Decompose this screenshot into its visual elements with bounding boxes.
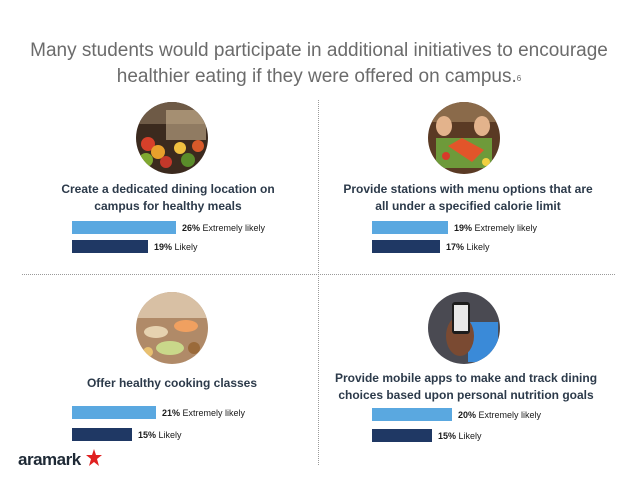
bar-likely	[372, 240, 440, 253]
bar-label: 26% Extremely likely	[182, 223, 266, 233]
horizontal-divider	[22, 274, 615, 275]
panel-title-1: Create a dedicated dining location on ca…	[61, 182, 275, 213]
page-title: Many students would participate in addit…	[0, 38, 638, 90]
bar-label: 17% Likely	[446, 242, 490, 252]
vertical-divider	[318, 100, 319, 465]
title-footnote: 6	[516, 74, 522, 83]
food-display-photo	[136, 102, 208, 174]
phone-app-photo	[428, 292, 500, 364]
bar-extremely-likely	[372, 221, 448, 234]
bar-extremely-likely	[72, 221, 176, 234]
title-text: Many students would participate in addit…	[30, 40, 608, 87]
bar-extremely-likely	[372, 408, 452, 421]
cooking-class-photo	[136, 292, 208, 364]
bar-label: 19% Likely	[154, 242, 198, 252]
aramark-logo: aramark	[18, 448, 103, 472]
bar-extremely-likely	[72, 406, 156, 419]
bar-likely	[72, 428, 132, 441]
bar-label: 21% Extremely likely	[162, 408, 246, 418]
bar-label: 20% Extremely likely	[458, 410, 542, 420]
logo-text: aramark	[18, 450, 81, 469]
bar-label: 15% Likely	[138, 430, 182, 440]
bar-label: 15% Likely	[438, 431, 482, 441]
bar-likely	[72, 240, 148, 253]
panel-title-3: Offer healthy cooking classes	[86, 376, 258, 390]
panel-title-2: Provide stations with menu options that …	[343, 182, 593, 213]
star-person-icon	[86, 449, 103, 466]
panel-title-4: Provide mobile apps to make and track di…	[334, 371, 598, 402]
bar-label: 19% Extremely likely	[454, 223, 538, 233]
salad-prep-photo	[428, 102, 500, 174]
bar-likely	[372, 429, 432, 442]
